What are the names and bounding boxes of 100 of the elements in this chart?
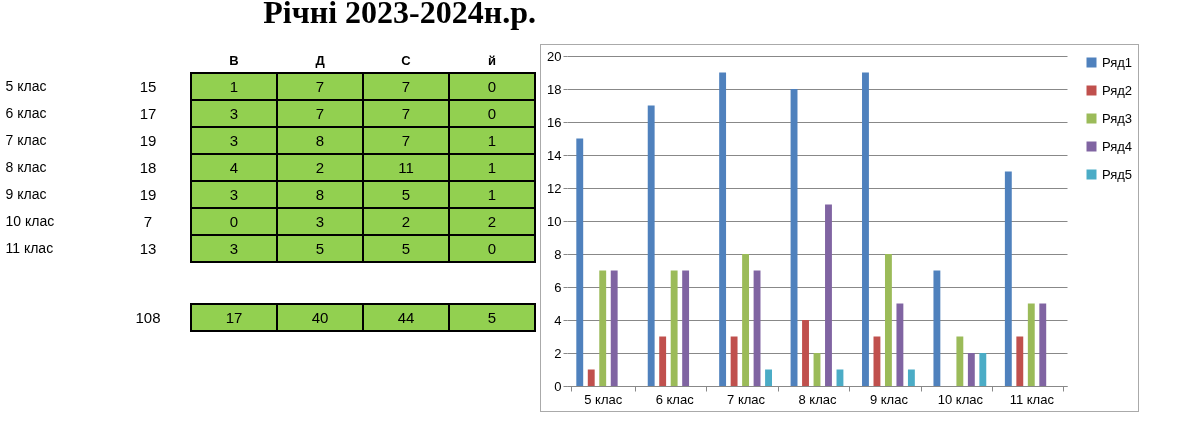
bar: [719, 72, 727, 386]
y-tick-label: 8: [554, 246, 562, 262]
bar: [907, 369, 915, 386]
y-tick-label: 12: [547, 180, 562, 196]
bar: [1027, 303, 1035, 386]
bar: [1016, 336, 1024, 386]
y-tick-label: 11 клас: [5, 239, 54, 256]
data-label: 3: [315, 212, 325, 230]
chart-title: Річні 2023-2024н.р.: [263, 0, 536, 30]
data-label: 19: [139, 185, 157, 203]
bar: [576, 138, 584, 386]
data-label: 1: [487, 131, 497, 149]
data-label: 7: [401, 131, 411, 149]
bar: [765, 369, 772, 386]
data-label: 1: [487, 185, 497, 203]
data-label: 4: [229, 158, 239, 176]
bar: [647, 105, 655, 386]
data-label: 5: [401, 239, 411, 257]
data-label: 2: [487, 212, 497, 230]
data-label: 1: [487, 158, 497, 176]
bar: [1004, 171, 1012, 386]
legend-label: Ряд2: [1102, 82, 1133, 98]
y-tick-label: 16: [547, 114, 562, 130]
data-label: 5: [487, 308, 497, 326]
x-tick-label: 6 клас: [655, 391, 695, 407]
x-tick-label: В: [229, 52, 239, 68]
bar: [610, 270, 618, 386]
data-label: 44: [397, 308, 415, 326]
y-tick-label: 14: [547, 147, 562, 163]
legend-label: Ряд3: [1102, 110, 1133, 126]
x-tick-label: 10 клас: [937, 391, 984, 407]
x-tick-label: й: [488, 52, 496, 68]
data-label: 3: [229, 131, 239, 149]
y-tick-label: 10 клас: [5, 212, 55, 229]
x-tick-label: Д: [315, 52, 326, 68]
y-tick-label: 18: [547, 81, 562, 97]
bar: [884, 254, 892, 386]
data-label: 18: [139, 158, 157, 176]
data-label: 2: [401, 212, 411, 230]
y-tick-label: 5 клас: [5, 77, 47, 94]
data-label: 3: [229, 239, 239, 257]
bar: [730, 336, 738, 386]
bar: [1039, 303, 1047, 386]
x-tick-label: 8 клас: [798, 391, 837, 407]
legend-label: Ряд5: [1102, 166, 1133, 182]
y-tick-label: 7 клас: [5, 131, 47, 148]
data-label: 7: [143, 212, 153, 230]
data-label: 13: [139, 239, 157, 257]
bar: [825, 204, 832, 386]
data-label: 5: [401, 185, 411, 203]
data-label: 108: [135, 308, 161, 326]
y-tick-label: 9 клас: [5, 185, 47, 202]
data-label: 8: [315, 185, 325, 203]
y-tick-label: 20: [547, 48, 562, 64]
bar: [979, 353, 987, 386]
x-tick-label: 11 клас: [1009, 391, 1055, 407]
data-label: 40: [311, 308, 329, 326]
y-tick-label: 2: [554, 345, 562, 361]
x-tick-label: 7 клас: [727, 391, 766, 407]
data-label: 17: [139, 104, 157, 122]
data-label: 7: [315, 77, 325, 95]
bar: [967, 353, 975, 386]
data-label: 15: [139, 77, 157, 95]
bar: [659, 336, 667, 386]
y-tick-label: 4: [554, 312, 562, 328]
legend-label: Ряд4: [1102, 138, 1133, 154]
data-label: 8: [315, 131, 325, 149]
data-label: 0: [487, 239, 497, 257]
legend-label: Ряд1: [1102, 54, 1133, 70]
bar: [599, 270, 607, 386]
y-tick-label: 8 клас: [5, 158, 47, 175]
data-label: 3: [229, 104, 239, 122]
y-tick-label: 10: [547, 213, 562, 229]
y-tick-label: 0: [554, 378, 562, 394]
bar: [670, 270, 678, 386]
x-tick-label: 9 клас: [869, 391, 909, 407]
y-tick-label: 6: [554, 279, 562, 295]
bar: [742, 254, 750, 386]
data-label: 5: [315, 239, 325, 257]
bar: [956, 336, 964, 386]
bar: [933, 270, 941, 386]
data-label: 17: [225, 308, 243, 326]
data-label: 0: [229, 212, 239, 230]
data-label: 3: [229, 185, 239, 203]
bar: [862, 72, 869, 386]
y-tick-label: 6 клас: [5, 104, 47, 121]
data-label: 11: [398, 158, 414, 176]
bar: [682, 270, 690, 386]
x-tick-label: С: [401, 52, 412, 68]
data-label: 1: [229, 77, 239, 95]
data-label: 7: [401, 77, 411, 95]
bar: [896, 303, 904, 386]
data-label: 0: [487, 104, 497, 122]
data-label: 0: [487, 77, 497, 95]
data-label: 7: [315, 104, 325, 122]
data-label: 19: [139, 131, 157, 149]
bar: [802, 320, 809, 386]
data-label: 7: [401, 104, 411, 122]
x-tick-label: 5 клас: [584, 391, 623, 407]
data-label: 2: [315, 158, 325, 176]
